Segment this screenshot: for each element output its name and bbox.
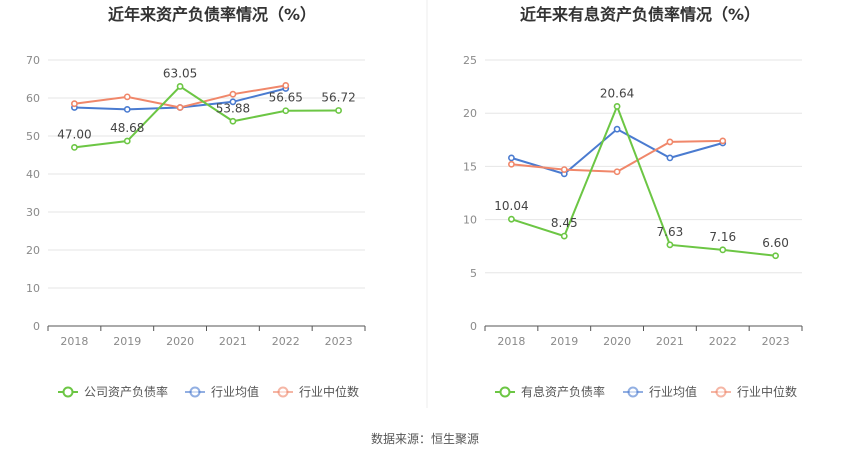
x-tick-label: 2020 <box>603 335 631 348</box>
data-label: 7.16 <box>709 230 736 244</box>
x-tick-label: 2022 <box>709 335 737 348</box>
data-label: 63.05 <box>163 66 197 80</box>
data-point-avg <box>229 98 237 106</box>
data-point-median <box>719 137 727 145</box>
data-point-company <box>335 107 342 114</box>
x-tick-label: 2023 <box>325 335 353 348</box>
data-point-avg <box>508 154 515 162</box>
legend-item-company: 公司资产负债率 <box>58 384 168 399</box>
x-tick-label: 2023 <box>762 335 790 348</box>
data-point-company <box>71 143 78 151</box>
data-label: 56.72 <box>321 90 355 104</box>
data-label: 47.00 <box>57 127 91 141</box>
y-tick-label: 15 <box>463 160 477 173</box>
data-point-median <box>71 100 78 108</box>
data-label: 53.88 <box>216 101 250 115</box>
x-tick-label: 2022 <box>272 335 300 348</box>
legend-item-avg: 行业均值 <box>623 384 697 399</box>
data-point-median <box>282 82 290 89</box>
data-point-median <box>123 93 131 101</box>
chart-1: 近年来资产负债率情况（%） 0 10 20 30 40 50 60 70 2018 2019 2020… <box>26 5 366 399</box>
data-point-median <box>229 90 237 98</box>
y-tick-label: 40 <box>26 168 40 181</box>
data-point-company <box>282 107 290 115</box>
legend-swatch-marker <box>499 386 511 398</box>
legend-label: 行业中位数 <box>737 384 797 399</box>
chart-title: 近年来有息资产负债率情况（%） <box>520 5 760 24</box>
y-tick-label: 0 <box>33 320 40 333</box>
data-label: 7.63 <box>657 225 684 239</box>
x-tick-label: 2019 <box>550 335 578 348</box>
x-tick-label: 2021 <box>219 335 247 348</box>
legend-label: 公司资产负债率 <box>84 384 168 399</box>
legend-swatch-marker <box>627 386 639 398</box>
chart-2: 近年来有息资产负债率情况（%） 0 5 10 15 20 25 2018 2019 2020 202… <box>463 5 803 399</box>
legend-label: 有息资产负债率 <box>521 384 605 399</box>
y-tick-label: 70 <box>26 54 40 67</box>
legend-label: 行业中位数 <box>299 384 359 399</box>
y-tick-label: 30 <box>26 206 40 219</box>
data-point-median <box>560 166 568 173</box>
data-point-avg <box>666 154 674 162</box>
y-tick-label: 0 <box>470 320 477 333</box>
y-tick-label: 20 <box>26 244 40 257</box>
legend-swatch-marker <box>62 386 74 398</box>
series-line-company <box>74 85 339 149</box>
data-label: 8.45 <box>551 216 578 230</box>
legend-label: 行业均值 <box>211 384 259 399</box>
data-point-company <box>772 252 779 260</box>
x-tick-label: 2018 <box>497 335 525 348</box>
data-point-median <box>508 160 515 168</box>
data-point-company <box>719 246 727 254</box>
legend-item-company: 有息资产负债率 <box>495 384 605 399</box>
x-tick-label: 2020 <box>166 335 194 348</box>
legend-swatch-marker <box>715 386 727 398</box>
data-point-company <box>176 83 184 90</box>
data-label: 20.64 <box>600 86 634 100</box>
x-tick-label: 2019 <box>113 335 141 348</box>
data-point-median <box>176 104 184 111</box>
data-point-avg <box>123 106 131 113</box>
data-point-company <box>508 215 515 223</box>
source-label: 数据来源：恒生聚源 <box>371 431 479 446</box>
series-line-median <box>511 139 723 173</box>
data-point-company <box>123 137 131 145</box>
legend-swatch-marker <box>277 386 289 398</box>
y-tick-label: 50 <box>26 130 40 143</box>
y-tick-label: 10 <box>26 282 40 295</box>
data-point-median <box>666 138 674 146</box>
data-label: 48.68 <box>110 121 144 135</box>
series-line-company <box>511 103 776 257</box>
data-point-company <box>229 117 237 125</box>
data-point-company <box>560 232 568 240</box>
data-label: 10.04 <box>494 199 528 213</box>
legend-item-avg: 行业均值 <box>185 384 259 399</box>
data-point-median <box>613 168 621 176</box>
legend-item-median: 行业中位数 <box>711 384 797 399</box>
y-tick-label: 5 <box>470 267 477 280</box>
legend-label: 行业均值 <box>649 384 697 399</box>
data-label: 6.60 <box>762 236 789 250</box>
data-point-company <box>613 102 621 110</box>
x-tick-label: 2018 <box>60 335 88 348</box>
legend-item-median: 行业中位数 <box>273 384 359 399</box>
y-tick-label: 10 <box>463 214 477 227</box>
chart-title: 近年来资产负债率情况（%） <box>108 5 316 24</box>
data-point-company <box>666 241 674 249</box>
y-tick-label: 60 <box>26 92 40 105</box>
y-tick-label: 20 <box>463 107 477 120</box>
data-point-avg <box>613 125 621 133</box>
legend-swatch-marker <box>189 386 201 398</box>
y-tick-label: 25 <box>463 54 477 67</box>
x-tick-label: 2021 <box>656 335 684 348</box>
data-label: 56.65 <box>269 91 303 105</box>
